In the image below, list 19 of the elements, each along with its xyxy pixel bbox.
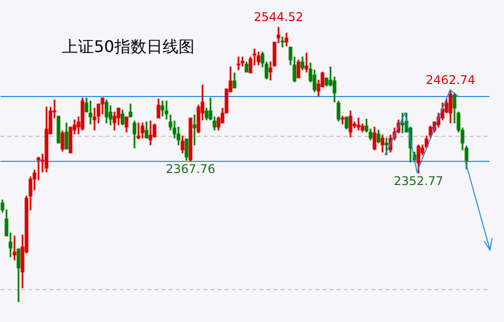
candlestick — [192, 114, 196, 146]
candlestick — [240, 56, 244, 66]
candlestick — [92, 108, 96, 130]
candlestick — [88, 100, 92, 124]
candlestick — [356, 118, 360, 130]
candlestick — [164, 100, 168, 120]
annotation: 2367.76 — [166, 162, 216, 176]
annotation: 2352.77 — [394, 174, 444, 188]
candlestick — [280, 36, 284, 48]
annotation: 2462.74 — [426, 73, 476, 88]
candlestick — [136, 122, 140, 140]
candlestick — [148, 120, 152, 146]
annotation: 2544.52 — [254, 10, 304, 24]
candlestick — [12, 236, 16, 260]
text: 上证50指数日线图 — [62, 37, 194, 56]
candlestick — [340, 116, 344, 124]
candlestick — [36, 156, 40, 180]
candlestick — [236, 56, 240, 70]
candlestick — [304, 52, 308, 72]
